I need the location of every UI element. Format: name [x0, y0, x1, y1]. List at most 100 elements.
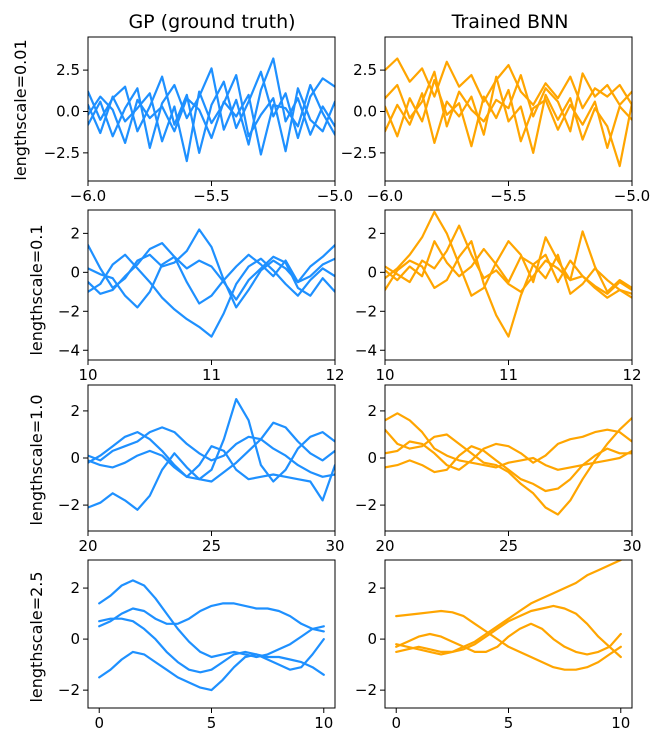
series-line-4 — [385, 224, 632, 295]
panel-r3-gp: 0 5 10 −2 0 2 — [58, 559, 336, 732]
series-line-3 — [88, 426, 335, 478]
series-line-1 — [385, 210, 632, 297]
series-line-1 — [395, 609, 622, 671]
x-tick-label: 25 — [499, 537, 518, 555]
y-tick-label: −2 — [355, 496, 377, 514]
axes-frame — [87, 384, 336, 532]
series-line-1 — [385, 412, 632, 471]
series-group — [385, 57, 632, 168]
y-tick-label: −2.5 — [44, 144, 80, 162]
x-tick-label: 0 — [94, 714, 104, 732]
x-tick-label: 10 — [611, 714, 630, 732]
y-tick-label: −2 — [58, 302, 80, 320]
panel-r0-gp: −6.0 −5.5 −5.0 −2.5 0.0 2.5 — [44, 36, 353, 205]
panel-r2-bnn: 20 25 30 −2 0 2 — [355, 384, 642, 555]
y-tick-label: −4 — [58, 341, 80, 359]
y-tick-label: 2 — [70, 402, 80, 420]
y-tick-label: −2 — [355, 681, 377, 699]
series-line-2 — [88, 421, 335, 511]
x-tick-label: 11 — [499, 366, 518, 384]
series-line-3 — [98, 638, 325, 692]
panel-r3-bnn: 0 5 10 −2 0 2 — [355, 559, 633, 732]
series-line-4 — [88, 242, 335, 301]
x-tick-label: 12 — [325, 366, 344, 384]
series-line-3 — [385, 75, 632, 168]
panel-r1-bnn: 10 11 12 −4 −2 0 2 — [355, 209, 642, 384]
row-label-lengthscale-0-1: lengthscale=0.1 — [27, 224, 46, 355]
panel-r0-bnn: −6.0 −5.5 −5.0 −2.5 0.0 2.5 — [341, 36, 650, 205]
y-tick-label: 0 — [70, 263, 80, 281]
x-tick-label: 10 — [375, 366, 394, 384]
x-tick-label: 5 — [207, 714, 217, 732]
y-tick-label: 2 — [367, 402, 377, 420]
y-tick-label: −2.5 — [341, 144, 377, 162]
series-line-2 — [385, 416, 632, 516]
x-tick-label: −5.5 — [193, 187, 229, 205]
axes-frame — [87, 559, 336, 709]
x-tick-label: 10 — [78, 366, 97, 384]
y-tick-label: 0 — [367, 263, 377, 281]
series-line-2 — [98, 617, 325, 676]
series-line-3 — [88, 253, 335, 309]
x-tick-label: −5.0 — [614, 187, 650, 205]
x-tick-label: −5.0 — [317, 187, 353, 205]
panel-r1-gp: 10 11 12 −4 −2 0 2 — [58, 209, 345, 384]
series-line-3 — [395, 622, 622, 656]
y-tick-label: 0 — [367, 449, 377, 467]
series-group — [98, 579, 325, 692]
series-line-2 — [88, 253, 335, 338]
series-line-4 — [385, 445, 632, 493]
x-tick-label: −6.0 — [70, 187, 106, 205]
series-line-3 — [88, 74, 335, 163]
y-tick-label: −4 — [355, 341, 377, 359]
series-line-1 — [385, 57, 632, 110]
series-line-3 — [385, 428, 632, 471]
row-label-lengthscale-1-0: lengthscale=1.0 — [27, 394, 46, 525]
y-tick-label: 2 — [70, 579, 80, 597]
y-tick-label: 2 — [367, 224, 377, 242]
x-tick-label: −6.0 — [367, 187, 403, 205]
series-line-2 — [385, 240, 632, 338]
x-tick-label: 30 — [325, 537, 344, 555]
x-tick-label: 5 — [504, 714, 514, 732]
y-tick-label: 0 — [367, 630, 377, 648]
x-tick-label: 10 — [314, 714, 333, 732]
series-line-2 — [395, 560, 622, 656]
axes-frame — [384, 384, 633, 532]
column-title-gp: GP (ground truth) — [128, 11, 295, 33]
x-tick-label: 0 — [391, 714, 401, 732]
x-tick-label: 11 — [202, 366, 221, 384]
x-tick-label: 25 — [202, 537, 221, 555]
column-title-bnn: Trained BNN — [451, 11, 569, 33]
x-tick-label: 12 — [622, 366, 641, 384]
row-label-lengthscale-2-5: lengthscale=2.5 — [27, 571, 46, 702]
series-line-1 — [98, 579, 325, 659]
series-group — [385, 412, 632, 516]
series-group — [88, 398, 335, 511]
series-line-1 — [88, 398, 335, 483]
y-tick-label: 0.0 — [353, 102, 377, 120]
y-tick-label: 2.5 — [56, 61, 80, 79]
series-line-4 — [88, 445, 335, 502]
y-tick-label: 0 — [70, 630, 80, 648]
panel-r2-gp: 20 25 30 −2 0 2 — [58, 384, 345, 555]
x-tick-label: 20 — [375, 537, 394, 555]
series-line-4 — [98, 602, 325, 633]
series-group — [385, 210, 632, 338]
x-tick-label: 30 — [622, 537, 641, 555]
y-tick-label: −2 — [58, 496, 80, 514]
x-tick-label: 20 — [78, 537, 97, 555]
y-tick-label: 2 — [70, 224, 80, 242]
series-line-4 — [385, 70, 632, 133]
row-label-lengthscale-0-01: lengthscale=0.01 — [11, 39, 30, 180]
y-tick-label: −2 — [355, 302, 377, 320]
y-tick-label: 2.5 — [353, 61, 377, 79]
y-tick-label: 0.0 — [56, 102, 80, 120]
y-tick-label: 0 — [70, 449, 80, 467]
y-tick-label: −2 — [58, 681, 80, 699]
series-group — [395, 560, 622, 671]
series-group — [88, 57, 335, 163]
series-line-3 — [385, 240, 632, 299]
series-line-4 — [395, 604, 622, 659]
